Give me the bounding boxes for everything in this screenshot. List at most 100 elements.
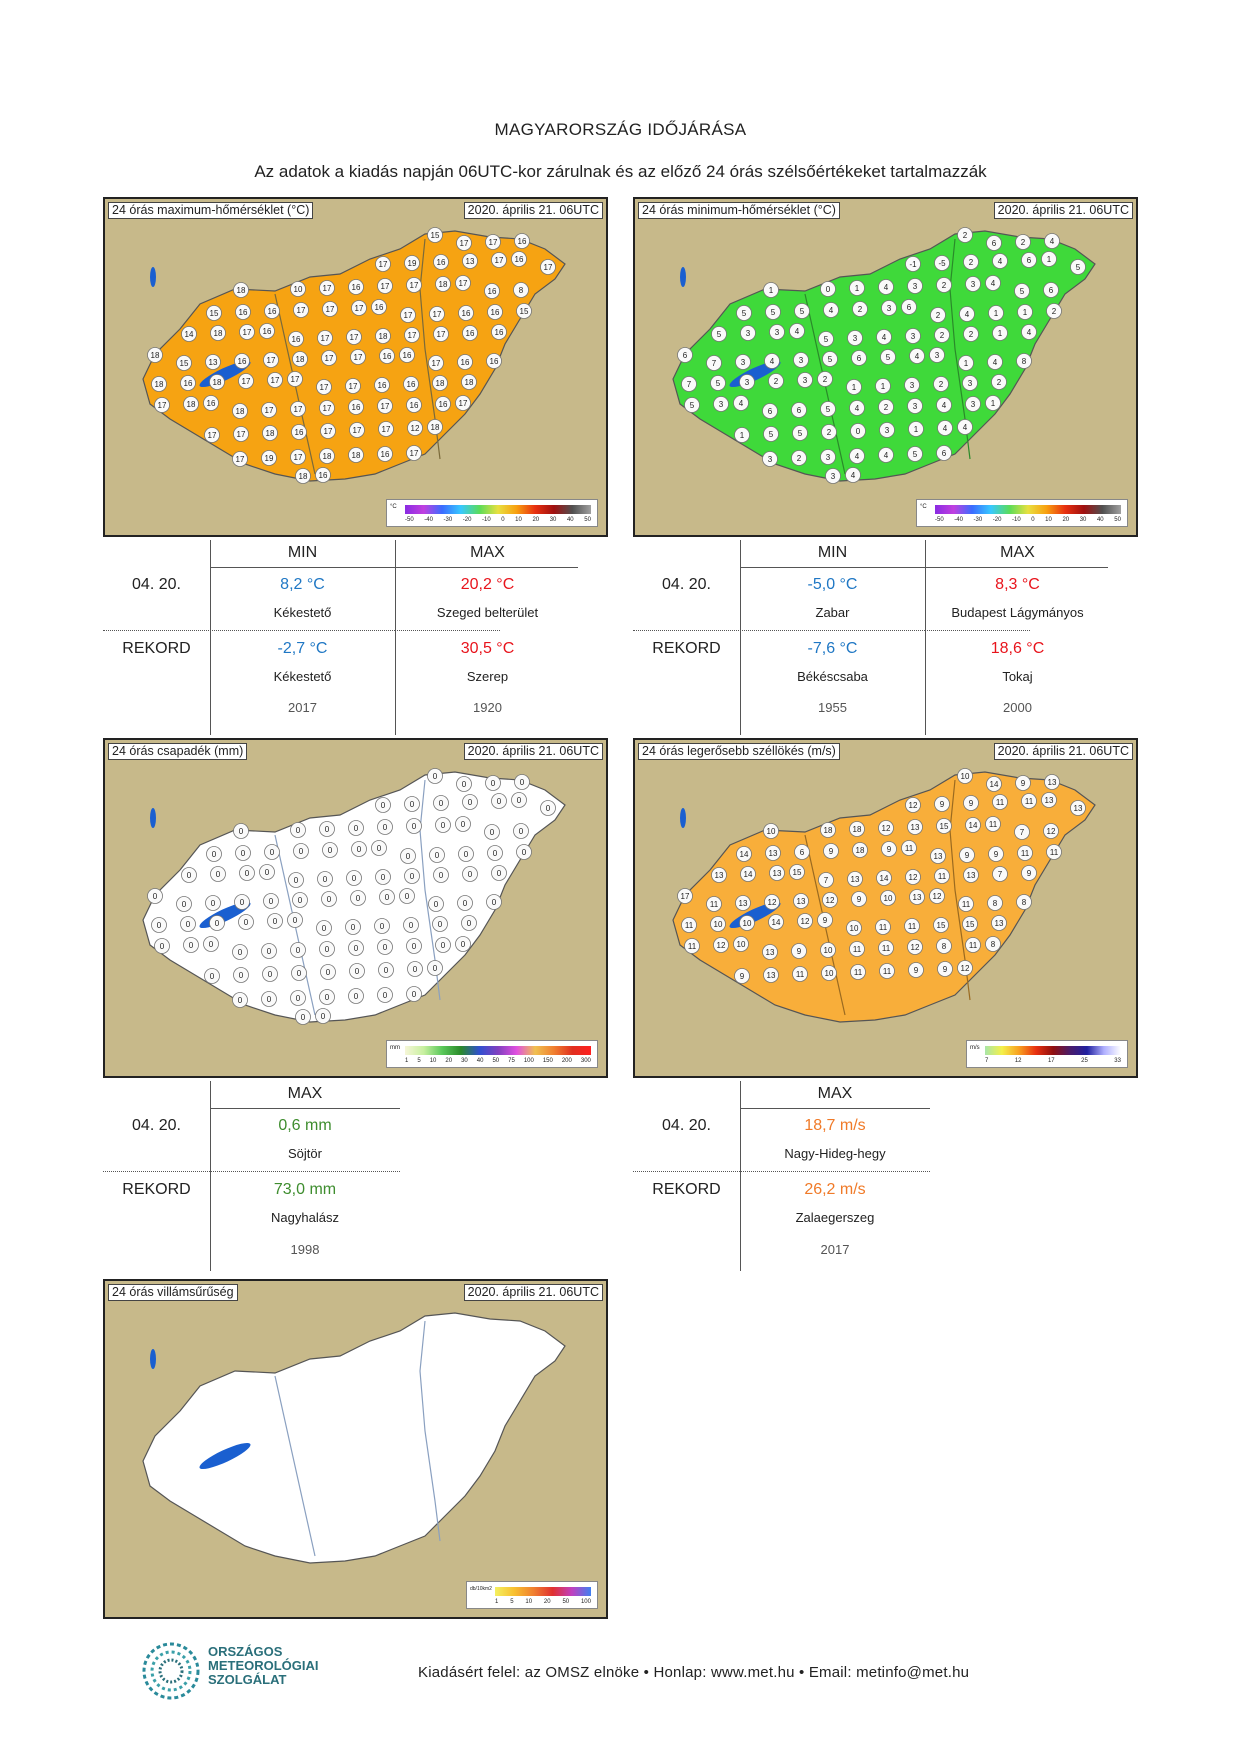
station-value: 0: [354, 944, 359, 953]
station-value: 18: [465, 378, 474, 387]
scale-tick-label: 50: [584, 517, 591, 523]
logo-line-3: SZOLGÁLAT: [208, 1672, 287, 1687]
tmax-color-scale: °C -50 -40 -30 -20 -10 0 10 20 30 40 50: [386, 499, 598, 527]
station-marker: [176, 355, 192, 371]
station-marker: [235, 845, 251, 861]
wind-map-title: 24 órás legerősebb széllökés (m/s): [638, 743, 840, 760]
station-value: 2: [823, 375, 828, 384]
station-marker: [845, 467, 861, 483]
station-value: 0: [356, 894, 361, 903]
station-value: 3: [826, 453, 831, 462]
station-value: 0: [157, 921, 162, 930]
scale-tick-label: 20: [1062, 517, 1070, 523]
station-marker: [905, 869, 921, 885]
station-marker: [348, 447, 364, 463]
station-marker: [456, 235, 472, 251]
station-marker: [374, 377, 390, 393]
station-value: 6: [1049, 286, 1054, 295]
precip-map-graphic: 0 0 0 0 0 0 0 0 0 0 0 0 0 0 0 0 0 0 0 0 0 0 0 0 0 0 0 0 0 0 0 0 0 0 0 0 0 0 0 0…: [105, 740, 606, 1076]
station-value: 9: [797, 947, 802, 956]
station-marker: [822, 892, 838, 908]
wind-map-graphic: 10 14 9 13 12 9 9 11 11 13 13 10 18 18 12 13 15 14 11 7 12 14…: [635, 740, 1136, 1076]
station-marker: [154, 938, 170, 954]
station-marker: [486, 353, 502, 369]
station-value: 13: [715, 871, 724, 880]
station-marker: [992, 794, 1008, 810]
station-value: 0: [410, 800, 415, 809]
station-marker: [319, 400, 335, 416]
station-marker: [290, 990, 306, 1006]
station-marker: [435, 937, 451, 953]
station-value: 17: [381, 282, 390, 291]
scale-tick-label: 10: [429, 1058, 437, 1064]
station-marker: [348, 940, 364, 956]
lake-ferto: [680, 808, 686, 828]
record-max-place: Zalaegerszeg: [795, 1210, 875, 1225]
station-value: 18: [824, 826, 833, 835]
station-marker: [763, 282, 779, 298]
station-value: 17: [437, 330, 446, 339]
station-value: 0: [433, 772, 438, 781]
wind-color-scale: m/s 7 12 17 25 33: [966, 1040, 1128, 1068]
station-value: 5: [690, 401, 695, 410]
station-value: 5: [886, 353, 891, 362]
station-marker: [432, 375, 448, 391]
station-marker: [988, 305, 1004, 321]
station-marker: [234, 894, 250, 910]
station-value: 16: [437, 258, 446, 267]
station-value: 14: [880, 874, 889, 883]
station-marker: [878, 279, 894, 295]
station-marker: [762, 944, 778, 960]
station-value: 17: [379, 260, 388, 269]
station-value: 17: [324, 427, 333, 436]
station-marker: [963, 326, 979, 342]
station-value: 11: [962, 900, 971, 909]
station-value: 1: [994, 309, 999, 318]
station-value: 4: [998, 257, 1003, 266]
station-value: 16: [515, 255, 524, 264]
station-marker: [349, 422, 365, 438]
station-marker: [992, 325, 1008, 341]
station-value: 12: [909, 801, 918, 810]
station-value: 3: [775, 328, 780, 337]
station-marker: [176, 896, 192, 912]
station-marker: [427, 960, 443, 976]
station-marker: [491, 252, 507, 268]
station-marker: [1021, 324, 1037, 340]
station-value: 14: [744, 870, 753, 879]
day-max-value: 0,6 mm: [278, 1117, 332, 1134]
station-marker: [487, 845, 503, 861]
station-value: 12: [717, 941, 726, 950]
station-value: 16: [263, 327, 272, 336]
station-marker: [511, 251, 527, 267]
scale-gradient: [985, 1046, 1121, 1055]
station-marker: [406, 397, 422, 413]
station-marker: [985, 275, 1001, 291]
tmin-map-graphic: 26 2 4-1 -5 2 4 6 151 0 1 4 3 2 3 45 65 5 5 4 2 3 62 4 1 1 25 3 3 45…: [635, 199, 1136, 535]
station-value: 0: [468, 798, 473, 807]
station-marker: [985, 936, 1001, 952]
station-value: 0: [186, 920, 191, 929]
station-marker: [957, 960, 973, 976]
station-value: 4: [965, 310, 970, 319]
station-value: 18: [296, 355, 305, 364]
scale-gradient: [405, 505, 591, 514]
station-value: 4: [795, 327, 800, 336]
station-value: 14: [969, 821, 978, 830]
scale-tick-label: -20: [992, 517, 1002, 523]
station-value: 16: [378, 381, 387, 390]
station-marker: [1016, 353, 1032, 369]
station-value: 16: [495, 328, 504, 337]
station-marker: [295, 1009, 311, 1025]
station-marker: [706, 896, 722, 912]
station-value: 4: [829, 306, 834, 315]
station-value: 0: [435, 851, 440, 860]
tmin-map: 2 6 2 4 -1 -5 2 4 6 1 5 1 0 1 4 3 2 3 4 5 6 5 5 5 4 2 3 6 2 4 1 1 2 5 3 3 4 5…: [633, 197, 1138, 537]
scale-tick-label: 300: [580, 1058, 591, 1064]
scale-ticks: 7 12 17 25 33: [985, 1058, 1121, 1066]
station-marker: [290, 822, 306, 838]
station-marker: [371, 299, 387, 315]
station-marker: [234, 353, 250, 369]
station-value: 0: [297, 969, 302, 978]
station-marker: [929, 347, 945, 363]
